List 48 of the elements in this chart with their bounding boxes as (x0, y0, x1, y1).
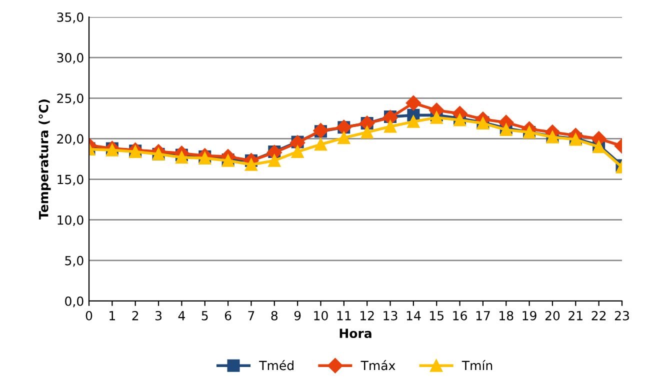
x-tick-label: 2 (132, 310, 138, 320)
x-tick-label: 12 (360, 310, 374, 320)
x-tick-label: 9 (294, 310, 301, 320)
legend-label: Tmín (462, 360, 492, 370)
point (360, 126, 374, 138)
x-axis-title: Hora (340, 328, 372, 338)
point (291, 145, 304, 158)
x-tick-label: 1 (110, 311, 115, 320)
x-tick-label: 22 (592, 310, 606, 320)
x-tick-label: 17 (476, 311, 490, 320)
x-tick-label: 3 (156, 310, 162, 320)
point (384, 120, 397, 133)
x-tick-label: 18 (500, 310, 514, 320)
x-tick-label: 6 (224, 310, 232, 320)
point (407, 115, 420, 128)
x-tick-label: 10 (314, 310, 328, 320)
y-tick-label: 20,0 (57, 134, 84, 145)
x-tick-label: 13 (384, 310, 398, 320)
point (338, 132, 350, 144)
x-tick-label: 16 (453, 310, 467, 320)
y-tick-label: 10,0 (58, 215, 84, 226)
y-tick-label: 30,0 (57, 53, 84, 64)
y-tick-label: 0,0 (65, 296, 84, 308)
point (244, 158, 258, 171)
x-tick-label: 14 (406, 311, 421, 320)
x-tick-label: 7 (248, 311, 254, 320)
x-tick-label: 0 (86, 310, 92, 320)
x-tick-label: 15 (430, 311, 444, 320)
x-tick-label: 8 (271, 310, 278, 320)
point (314, 138, 327, 151)
x-tick-label: 11 (337, 311, 351, 320)
x-tick-label: 19 (522, 310, 536, 320)
point (268, 154, 281, 167)
legend-label: Tméd (259, 360, 294, 370)
point (430, 111, 443, 124)
y-tick-label: 35,0 (57, 12, 84, 24)
x-tick-label: 20 (545, 310, 560, 320)
x-tick-label: 4 (178, 311, 185, 320)
x-tick-label: 5 (202, 311, 208, 320)
point (175, 151, 188, 164)
y-axis-title: Temperatura (°C) (38, 100, 51, 220)
y-tick-label: 5,0 (65, 256, 84, 267)
y-tick-label: 25,0 (57, 94, 84, 104)
x-tick-label: 23 (614, 310, 629, 320)
x-tick-label: 21 (568, 310, 582, 320)
point (406, 95, 422, 111)
y-tick-label: 15,0 (58, 174, 84, 186)
legend-label: Tmáx (360, 360, 396, 370)
